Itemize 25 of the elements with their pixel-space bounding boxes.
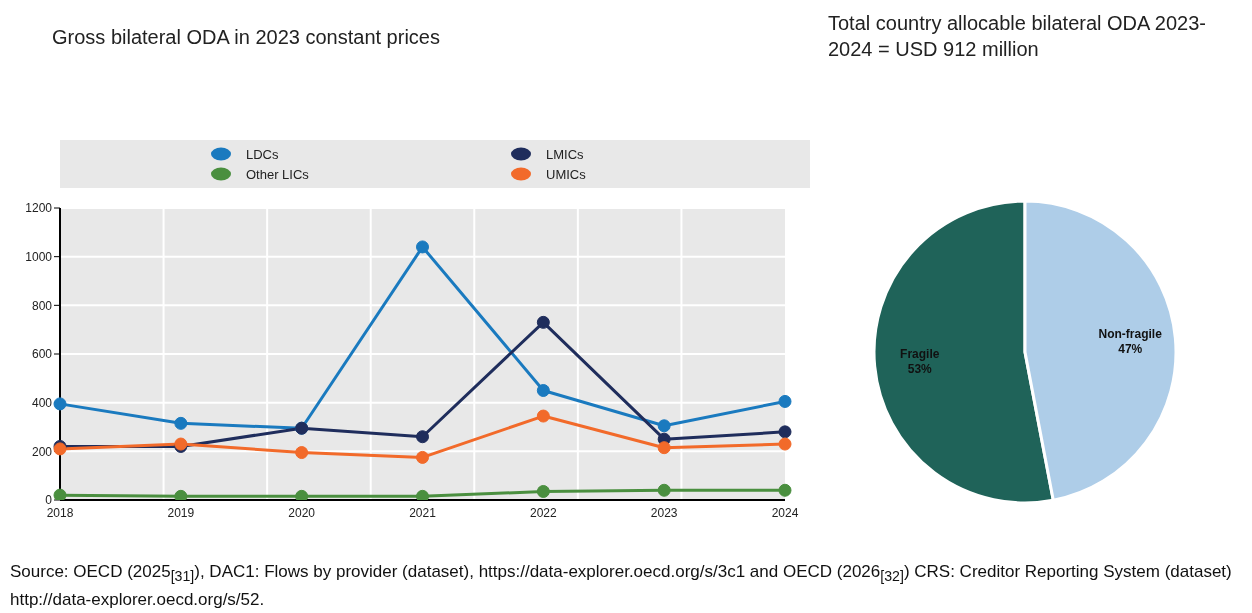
data-label: 47% — [1118, 342, 1143, 357]
x-tick-label: 2018 — [46, 505, 74, 520]
slice-label: Non-fragile — [1098, 327, 1163, 342]
y-tick-label: 800 — [31, 298, 53, 313]
x-tick-label: 2022 — [529, 505, 557, 520]
legend-label: UMICs — [546, 166, 586, 182]
legend-label: LDCs — [246, 146, 279, 162]
x-tick-label: 2023 — [650, 505, 678, 520]
legend-label: Other LICs — [246, 166, 309, 182]
data-label: 53% — [907, 361, 933, 376]
x-tick-label: 2020 — [288, 505, 316, 520]
x-tick-label: 2019 — [167, 505, 195, 520]
slice-label: Fragile — [900, 346, 940, 361]
legend-label: LMICs — [546, 146, 584, 162]
y-tick-label: 200 — [31, 444, 53, 459]
y-tick-label: 1200 — [25, 201, 53, 216]
chart-title: Gross bilateral ODA in 2023 constant prices — [52, 26, 440, 49]
chart-title: Total country allocable bilateral ODA 2023-2024 = USD 912 million — [828, 11, 1207, 62]
x-tick-label: 2024 — [771, 505, 799, 520]
y-tick-label: 0 — [45, 493, 53, 508]
y-tick-label: 1000 — [25, 249, 53, 264]
text: Source: OECD (2025$_{[31]}$), DAC1: Flows by provider (dataset), https://data-explorer.oecd.org/s/3c1 and OECD (2026$_{[32]}$) CRS: Creditor Reporting System (dataset) http://data-explorer.oecd.org/s/52. — [10, 562, 1232, 610]
y-tick-label: 400 — [31, 395, 53, 410]
y-tick-label: 600 — [31, 347, 53, 362]
x-tick-label: 2021 — [409, 505, 437, 520]
